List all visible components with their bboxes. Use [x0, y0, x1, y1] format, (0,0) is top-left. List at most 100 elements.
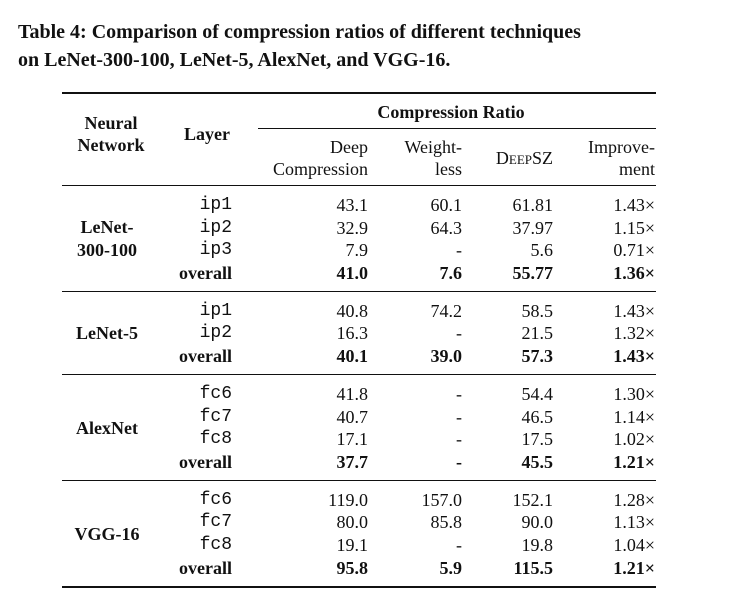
- network-name: LeNet-: [80, 217, 134, 238]
- network-name: 300-100: [77, 240, 137, 261]
- cell: 7.9: [345, 240, 369, 261]
- cell: -: [456, 384, 462, 404]
- layer-name: fc8: [199, 535, 232, 555]
- cell: 17.5: [521, 429, 554, 450]
- header-column: Weight-: [404, 137, 462, 157]
- cell: 90.0: [521, 512, 554, 533]
- cell: -: [456, 451, 462, 472]
- cell: 80.0: [336, 512, 369, 533]
- cell: 1.13×: [613, 512, 655, 533]
- layer-name: ip1: [199, 195, 232, 215]
- cell: 60.1: [430, 195, 463, 215]
- cell: -: [456, 240, 462, 261]
- layer-name: fc7: [199, 512, 232, 533]
- cell: 40.7: [336, 406, 369, 427]
- cell: 157.0: [421, 489, 463, 510]
- cell: 119.0: [328, 489, 368, 510]
- cell: 43.1: [336, 195, 369, 215]
- cell: 115.5: [513, 557, 553, 578]
- layer-name: overall: [179, 557, 232, 578]
- cell: 40.8: [336, 300, 369, 321]
- cell: 17.1: [336, 429, 369, 450]
- cell: 1.02×: [613, 429, 655, 450]
- layer-name: ip2: [199, 217, 232, 238]
- cell: 95.8: [336, 557, 369, 578]
- cell: 37.7: [336, 451, 369, 472]
- cell: 39.0: [430, 346, 463, 366]
- cell: 1.30×: [613, 384, 655, 404]
- cell: 64.3: [430, 217, 463, 238]
- cell: 5.6: [530, 240, 554, 261]
- cell: 37.97: [512, 217, 554, 238]
- header-group: Compression Ratio: [377, 102, 525, 122]
- cell: -: [456, 323, 462, 344]
- network-name: LeNet-5: [76, 323, 138, 344]
- cell: 1.28×: [613, 489, 655, 510]
- rule: [62, 374, 656, 375]
- cell: 152.1: [512, 489, 554, 510]
- cell: 55.77: [512, 262, 554, 283]
- cell: 41.8: [336, 384, 369, 404]
- cell: 1.36×: [613, 262, 655, 283]
- header-column: Deep: [330, 137, 368, 157]
- layer-name: fc7: [199, 406, 232, 427]
- network-name: VGG-16: [74, 523, 140, 544]
- layer-name: fc8: [199, 429, 232, 450]
- cell: 85.8: [430, 512, 463, 533]
- header-column: Improve-: [588, 137, 655, 157]
- cell: 32.9: [336, 217, 369, 238]
- caption: Table 4: Comparison of compression ratio…: [18, 21, 581, 43]
- cell: 1.43×: [613, 346, 655, 366]
- cell: 40.1: [336, 346, 369, 366]
- header-column: ment: [619, 159, 655, 179]
- cell: 16.3: [336, 323, 369, 344]
- cell: 21.5: [521, 323, 554, 344]
- header-column: less: [435, 159, 462, 179]
- cell: 0.71×: [613, 240, 655, 261]
- layer-name: ip1: [199, 300, 232, 321]
- rule: [62, 92, 656, 94]
- cell: 61.81: [512, 195, 554, 215]
- layer-name: overall: [179, 451, 232, 472]
- network-name: AlexNet: [76, 417, 138, 438]
- cell: 1.32×: [613, 323, 655, 344]
- cell: 19.1: [336, 535, 369, 555]
- header-network: Network: [77, 135, 145, 155]
- header-layer: Layer: [184, 124, 230, 144]
- rule: [62, 185, 656, 186]
- cell: 1.21×: [613, 557, 655, 578]
- cell: 74.2: [430, 300, 463, 321]
- header-column: Compression: [272, 159, 368, 179]
- cell: 1.43×: [613, 195, 655, 215]
- layer-name: ip2: [199, 323, 232, 344]
- cell: 1.43×: [613, 300, 655, 321]
- layer-name: fc6: [199, 489, 232, 510]
- layer-name: overall: [179, 262, 232, 283]
- cell: 1.14×: [613, 406, 655, 427]
- layer-name: ip3: [199, 240, 232, 261]
- cell: 5.9: [439, 557, 463, 578]
- layer-name: fc6: [199, 384, 232, 404]
- rule: [62, 479, 656, 481]
- rule: [62, 585, 656, 588]
- cell: -: [456, 429, 462, 450]
- rule: [258, 128, 656, 129]
- cell: 41.0: [336, 262, 369, 283]
- cell: 57.3: [521, 346, 554, 366]
- cell: 58.5: [521, 300, 554, 321]
- caption: on LeNet-300-100, LeNet-5, AlexNet, and …: [18, 49, 451, 71]
- cell: -: [456, 535, 462, 555]
- rule: [62, 290, 656, 292]
- header-network: Neural: [84, 113, 138, 133]
- cell: 45.5: [521, 451, 554, 472]
- cell: 1.04×: [613, 535, 655, 555]
- cell: 19.8: [521, 535, 554, 555]
- cell: 1.21×: [613, 451, 655, 472]
- cell: 46.5: [521, 406, 554, 427]
- cell: 7.6: [439, 262, 463, 283]
- cell: 1.15×: [613, 217, 655, 238]
- cell: 54.4: [521, 384, 554, 404]
- cell: -: [456, 406, 462, 427]
- layer-name: overall: [179, 346, 232, 366]
